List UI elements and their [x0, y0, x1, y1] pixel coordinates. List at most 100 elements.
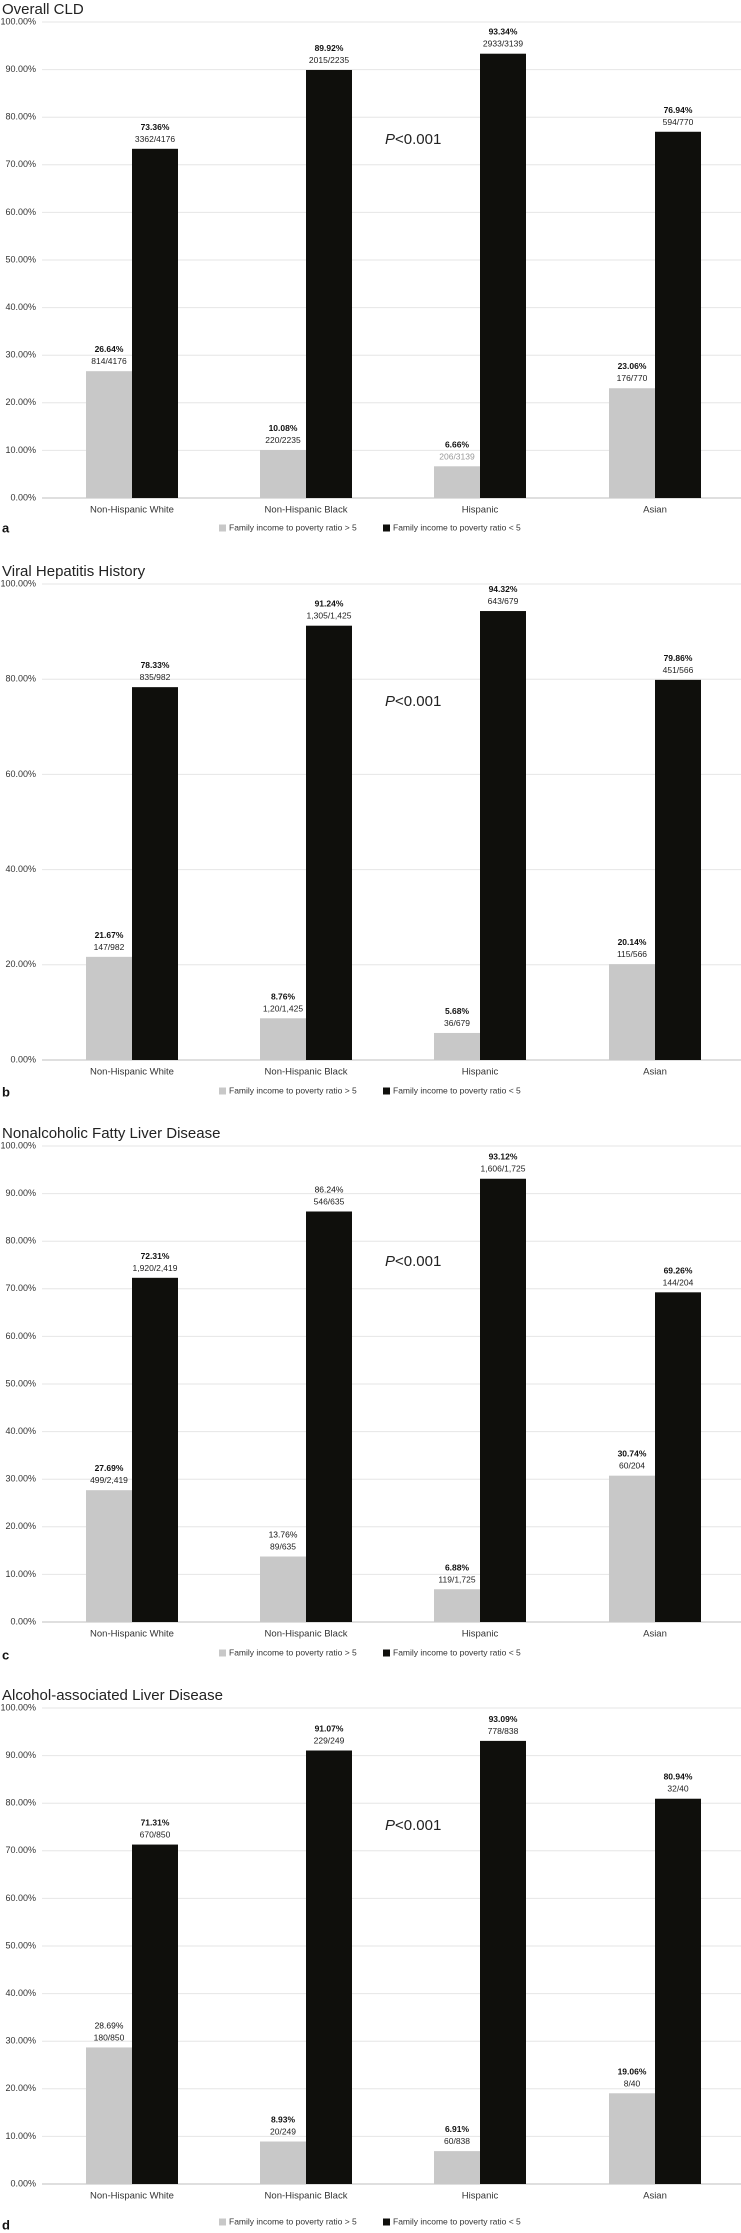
data-label-fraction: 144/204: [663, 1277, 694, 1287]
data-label-fraction: 119/1,725: [438, 1574, 475, 1584]
legend-label-high-income: Family income to poverty ratio > 5: [229, 2216, 357, 2226]
data-label-percent: 73.36%: [141, 122, 170, 132]
data-label-fraction: 147/982: [94, 942, 125, 952]
p-value-text: <0.001: [395, 1817, 441, 1834]
data-label-fraction: 778/838: [488, 1726, 519, 1736]
data-label-fraction: 115/566: [617, 949, 647, 959]
panel-letter: a: [2, 520, 10, 535]
y-tick-label: 10.00%: [5, 2131, 36, 2141]
data-label-percent: 6.91%: [445, 2124, 470, 2134]
bar-high-income: [260, 1556, 306, 1622]
x-category-label: Hispanic: [462, 2191, 499, 2202]
bar-high-income: [260, 2141, 306, 2184]
legend-swatch-high-income: [219, 2218, 226, 2226]
bar-low-income: [306, 625, 352, 1060]
y-tick-label: 100.00%: [0, 1140, 36, 1150]
y-tick-label: 60.00%: [5, 207, 36, 217]
y-tick-label: 50.00%: [5, 1378, 36, 1388]
x-category-label: Non-Hispanic White: [90, 2191, 174, 2202]
y-tick-label: 40.00%: [5, 302, 36, 312]
x-category-label: Asian: [643, 1067, 667, 1078]
data-label-fraction: 229/249: [314, 1736, 345, 1746]
data-label-percent: 86.24%: [315, 1184, 344, 1194]
bar-high-income: [434, 2151, 480, 2184]
bar-high-income: [86, 2047, 132, 2184]
y-tick-label: 80.00%: [5, 112, 36, 122]
chart-panel-d: Alcohol-associated Liver Disease 0.00% 10.…: [0, 1687, 741, 2232]
data-label-percent: 28.69%: [95, 2020, 124, 2030]
y-tick-label: 90.00%: [5, 1188, 36, 1198]
data-label-fraction: 60/838: [444, 2136, 470, 2146]
legend-label-low-income: Family income to poverty ratio < 5: [393, 1085, 521, 1095]
bar-low-income: [480, 1740, 526, 2184]
y-tick-label: 10.00%: [5, 445, 36, 455]
x-category-label: Non-Hispanic Black: [265, 505, 348, 516]
data-label-percent: 10.08%: [269, 423, 298, 433]
bar-high-income: [260, 450, 306, 498]
data-label-percent: 30.74%: [618, 1449, 647, 1459]
p-value-text: <0.001: [395, 693, 441, 710]
legend-swatch-low-income: [383, 1087, 390, 1095]
data-label-fraction: 835/982: [140, 672, 171, 682]
legend-swatch-low-income: [383, 2218, 390, 2226]
y-tick-label: 70.00%: [5, 159, 36, 169]
p-value-text: <0.001: [395, 131, 441, 148]
chart-title: Viral Hepatitis History: [2, 563, 146, 580]
bar-high-income: [434, 466, 480, 498]
bar-low-income: [132, 687, 178, 1060]
bar-high-income: [434, 1032, 480, 1060]
data-label-fraction: 206/3139: [439, 451, 475, 461]
y-tick-label: 0.00%: [10, 1054, 36, 1064]
bar-low-income: [480, 1178, 526, 1622]
y-tick-label: 30.00%: [5, 1474, 36, 1484]
data-label-percent: 6.66%: [445, 439, 470, 449]
y-tick-label: 90.00%: [5, 1750, 36, 1760]
x-category-label: Non-Hispanic Black: [265, 2191, 348, 2202]
p-value-text: <0.001: [395, 1253, 441, 1270]
chart-panel-c: Nonalcoholic Fatty Liver Disease 0.00% 10.…: [0, 1125, 741, 1662]
data-label-percent: 21.67%: [95, 930, 124, 940]
y-tick-label: 60.00%: [5, 769, 36, 779]
data-label-fraction: 670/850: [140, 1830, 171, 1840]
data-label-fraction: 1,920/2,419: [133, 1263, 178, 1273]
y-tick-label: 100.00%: [0, 1702, 36, 1712]
data-label-percent: 76.94%: [664, 105, 693, 115]
chart-panel-a: Overall CLD 0.00% 10.00% 20.00% 30.00% 40.00%…: [0, 1, 741, 535]
y-tick-label: 100.00%: [0, 578, 36, 588]
bar-high-income: [609, 1475, 655, 1622]
legend-swatch-high-income: [219, 1087, 226, 1095]
y-tick-label: 70.00%: [5, 1283, 36, 1293]
bar-high-income: [86, 1490, 132, 1622]
y-tick-label: 0.00%: [10, 2178, 36, 2188]
data-label-fraction: 8/40: [624, 2078, 641, 2088]
data-label-percent: 8.93%: [271, 2114, 296, 2124]
x-category-label: Non-Hispanic White: [90, 505, 174, 516]
bar-low-income: [655, 679, 701, 1060]
data-label-percent: 27.69%: [95, 1463, 124, 1473]
p-value-symbol: P: [385, 131, 395, 148]
bar-low-income: [132, 1844, 178, 2184]
bar-low-income: [655, 1798, 701, 2184]
y-tick-label: 10.00%: [5, 1569, 36, 1579]
bar-low-income: [306, 1750, 352, 2184]
y-tick-label: 20.00%: [5, 2083, 36, 2093]
data-label-fraction: 1,305/1,425: [307, 611, 352, 621]
data-label-percent: 80.94%: [664, 1772, 693, 1782]
data-label-percent: 8.76%: [271, 991, 296, 1001]
data-label-percent: 13.76%: [269, 1530, 298, 1540]
y-tick-label: 60.00%: [5, 1893, 36, 1903]
data-label-fraction: 2933/3139: [483, 39, 523, 49]
data-label-percent: 94.32%: [489, 584, 518, 594]
x-category-label: Hispanic: [462, 505, 499, 516]
data-label-percent: 72.31%: [141, 1251, 170, 1261]
bar-high-income: [609, 964, 655, 1060]
legend-swatch-low-income: [383, 1649, 390, 1657]
legend-label-high-income: Family income to poverty ratio > 5: [229, 522, 357, 532]
panel-letter: c: [2, 1647, 9, 1662]
bar-high-income: [86, 956, 132, 1060]
y-tick-label: 0.00%: [10, 492, 36, 502]
x-category-label: Asian: [643, 1629, 667, 1640]
y-tick-label: 0.00%: [10, 1616, 36, 1626]
legend-swatch-low-income: [383, 524, 390, 532]
legend-label-low-income: Family income to poverty ratio < 5: [393, 2216, 521, 2226]
